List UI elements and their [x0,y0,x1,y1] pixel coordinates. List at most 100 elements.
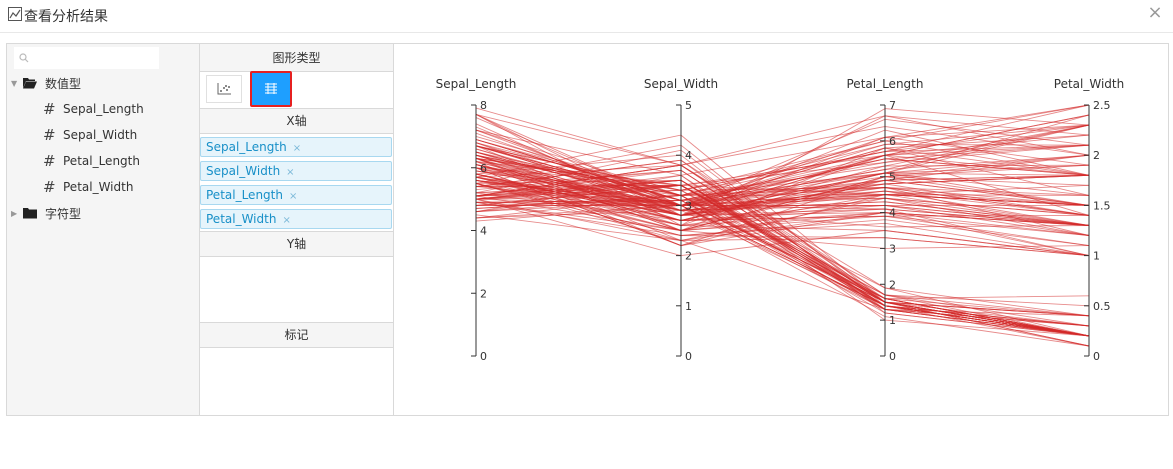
chart-type-selector [200,71,393,108]
tick-label: 6 [889,135,896,148]
data-line [475,173,1090,236]
axis-title: Petal_Width [1054,77,1124,91]
tree-field-petal-length[interactable]: # Petal_Length [43,151,140,171]
config-panel: 图形类型 X轴 [200,44,394,415]
data-line [475,104,1090,176]
axis-title: Sepal_Length [436,77,517,91]
tick-label: 3 [685,199,692,212]
data-line [475,161,1090,226]
y-axis-header: Y轴 [200,231,393,257]
tree-folder-label: 字符型 [45,206,82,221]
series-lines [475,104,1090,347]
tick-label: 0.5 [1093,300,1111,313]
tree-folder-numeric[interactable]: ▼ 数值型 [11,73,81,93]
tag-label: Sepal_Width [206,164,281,178]
tree-field-label: Sepal_Length [63,102,144,116]
search-input[interactable] [14,47,159,69]
tag-label: Petal_Length [206,188,283,202]
data-line [475,117,1090,206]
data-line [475,151,1090,206]
chart-icon [8,7,22,21]
caret-down-icon[interactable]: ▼ [11,78,18,88]
data-line [475,113,1090,166]
data-line [475,124,1090,201]
dialog-titlebar: 查看分析结果 × [0,0,1173,33]
tree-field-label: Petal_Width [63,180,134,194]
numeric-field-icon: # [43,152,56,170]
tree-folder-string[interactable]: ▶ 字符型 [11,203,81,223]
numeric-field-icon: # [43,100,56,118]
tick-label: 0 [480,350,487,363]
x-axis-tag-sepal-length[interactable]: Sepal_Length × [200,137,392,157]
x-axis-tag-petal-length[interactable]: Petal_Length × [200,185,392,205]
tree-field-label: Petal_Length [63,154,140,168]
data-line [475,148,1090,216]
tag-label: Petal_Width [206,212,277,226]
data-line [475,176,1090,226]
tick-label: 0 [685,350,692,363]
remove-tag-icon[interactable]: × [286,167,295,178]
data-line [475,176,1090,236]
remove-tag-icon[interactable]: × [288,191,298,202]
parallel-chart-button[interactable] [250,71,292,107]
axis-title: Petal_Length [847,77,924,91]
x-axis-header: X轴 [200,108,393,134]
data-line [475,124,1090,196]
data-line [475,167,1090,247]
tree-field-sepal-length[interactable]: # Sepal_Length [43,99,144,119]
tick-label: 8 [480,99,487,112]
tick-label: 0 [1093,350,1100,363]
tick-label: 5 [685,99,692,112]
field-tree-panel: ▼ 数值型 # Sepal_Length # Sepal_Width # Pet… [7,44,200,415]
tick-label: 1 [889,314,896,327]
tick-label: 2 [889,278,896,291]
numeric-field-icon: # [43,178,56,196]
chart-type-header: 图形类型 [200,44,393,72]
parallel-coordinates-chart: Sepal_Length 0 2 4 6 8 Sepal_Width 0 1 2 3 4 5 Petal_… [436,77,1125,363]
tick-label: 1 [685,300,692,313]
folder-closed-icon [23,208,37,219]
data-line [475,104,1090,191]
tick-label: 0 [889,350,896,363]
scatter-chart-button[interactable] [206,75,242,103]
axis-title: Sepal_Width [644,77,718,91]
tick-label: 3 [889,242,896,255]
tree-field-petal-width[interactable]: # Petal_Width [43,177,133,197]
data-line [475,167,1090,206]
tick-label: 2 [480,287,487,300]
data-line [475,124,1090,186]
remove-tag-icon[interactable]: × [292,143,302,154]
marker-dropzone[interactable] [200,348,393,414]
remove-tag-icon[interactable]: × [282,215,291,226]
data-line [475,164,1090,221]
data-line [475,134,1090,216]
tick-label: 6 [480,162,487,175]
data-line [475,154,1090,216]
tree-field-sepal-width[interactable]: # Sepal_Width [43,125,137,145]
numeric-field-icon: # [43,126,56,144]
tick-label: 2 [685,250,692,263]
data-line [475,195,1090,249]
tree-folder-label: 数值型 [45,76,82,91]
data-line [475,154,1090,226]
parallel-coordinates-icon [265,83,277,94]
x-axis-tag-sepal-width[interactable]: Sepal_Width × [200,161,392,181]
dialog-title: 查看分析结果 [24,9,108,25]
tick-label: 2.5 [1093,99,1111,112]
y-axis-dropzone[interactable] [200,257,393,321]
scatter-chart-icon [217,83,231,95]
data-line [475,184,1090,231]
data-line [475,164,1090,337]
x-axis-tag-petal-width[interactable]: Petal_Width × [200,209,392,229]
tag-label: Sepal_Length [206,140,287,154]
data-line [475,157,1090,231]
tick-label: 4 [889,207,896,220]
data-line [475,129,1090,196]
tick-label: 2 [1093,149,1100,162]
folder-open-icon [23,78,37,89]
tick-label: 1 [1093,250,1100,263]
data-line [475,170,1090,206]
tick-label: 4 [685,149,692,162]
caret-right-icon[interactable]: ▶ [11,208,18,218]
close-button[interactable]: × [1147,2,1163,23]
